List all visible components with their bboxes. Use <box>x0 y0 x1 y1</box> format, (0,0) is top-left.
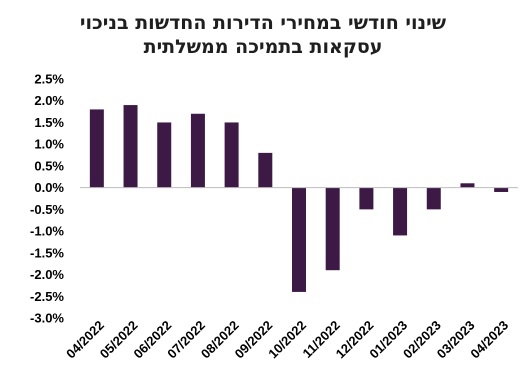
y-tick-label: 2.0% <box>34 93 64 108</box>
bar-series <box>89 105 509 292</box>
y-tick-label: -1.5% <box>30 245 64 260</box>
bar-01-2023 <box>393 187 408 236</box>
chart-title: שינוי חודשי במחירי הדירות החדשות בניכוי <box>79 12 447 34</box>
x-tick-label: 10/2022 <box>265 318 309 362</box>
y-tick-label: 1.0% <box>34 137 64 152</box>
bar-04-2023 <box>494 187 509 192</box>
bar-06-2022 <box>157 122 172 188</box>
bar-03-2023 <box>460 183 475 188</box>
y-tick-label: -3.0% <box>30 311 64 326</box>
chart-subtitle: עסקאות בתמיכה ממשלתית <box>143 36 383 58</box>
bar-05-2022 <box>123 105 138 188</box>
y-axis: 2.5% 2.0% 1.5% 1.0% 0.5% 0.0% -0.5% -1.0% -1.5% -… <box>30 72 64 326</box>
bar-08-2022 <box>224 122 239 188</box>
bar-11-2022 <box>325 187 340 271</box>
bar-07-2022 <box>190 113 205 188</box>
bar-04-2022 <box>89 109 104 188</box>
bar-12-2022 <box>359 187 374 210</box>
y-tick-label: -1.0% <box>30 224 64 239</box>
y-tick-label: 0.5% <box>34 158 64 173</box>
y-tick-label: 2.5% <box>34 72 64 87</box>
y-tick-label: 0.0% <box>34 180 64 195</box>
x-axis: 04/202205/202206/202207/202208/202209/20… <box>63 187 518 362</box>
y-tick-label: -0.5% <box>30 202 64 217</box>
bar-02-2023 <box>426 187 441 210</box>
x-tick-label: 04/2023 <box>467 318 511 362</box>
y-tick-label: -2.5% <box>30 289 64 304</box>
y-tick-label: -2.0% <box>30 267 64 282</box>
y-tick-label: 1.5% <box>34 115 64 130</box>
bar-10-2022 <box>292 187 306 292</box>
bar-09-2022 <box>258 152 273 188</box>
